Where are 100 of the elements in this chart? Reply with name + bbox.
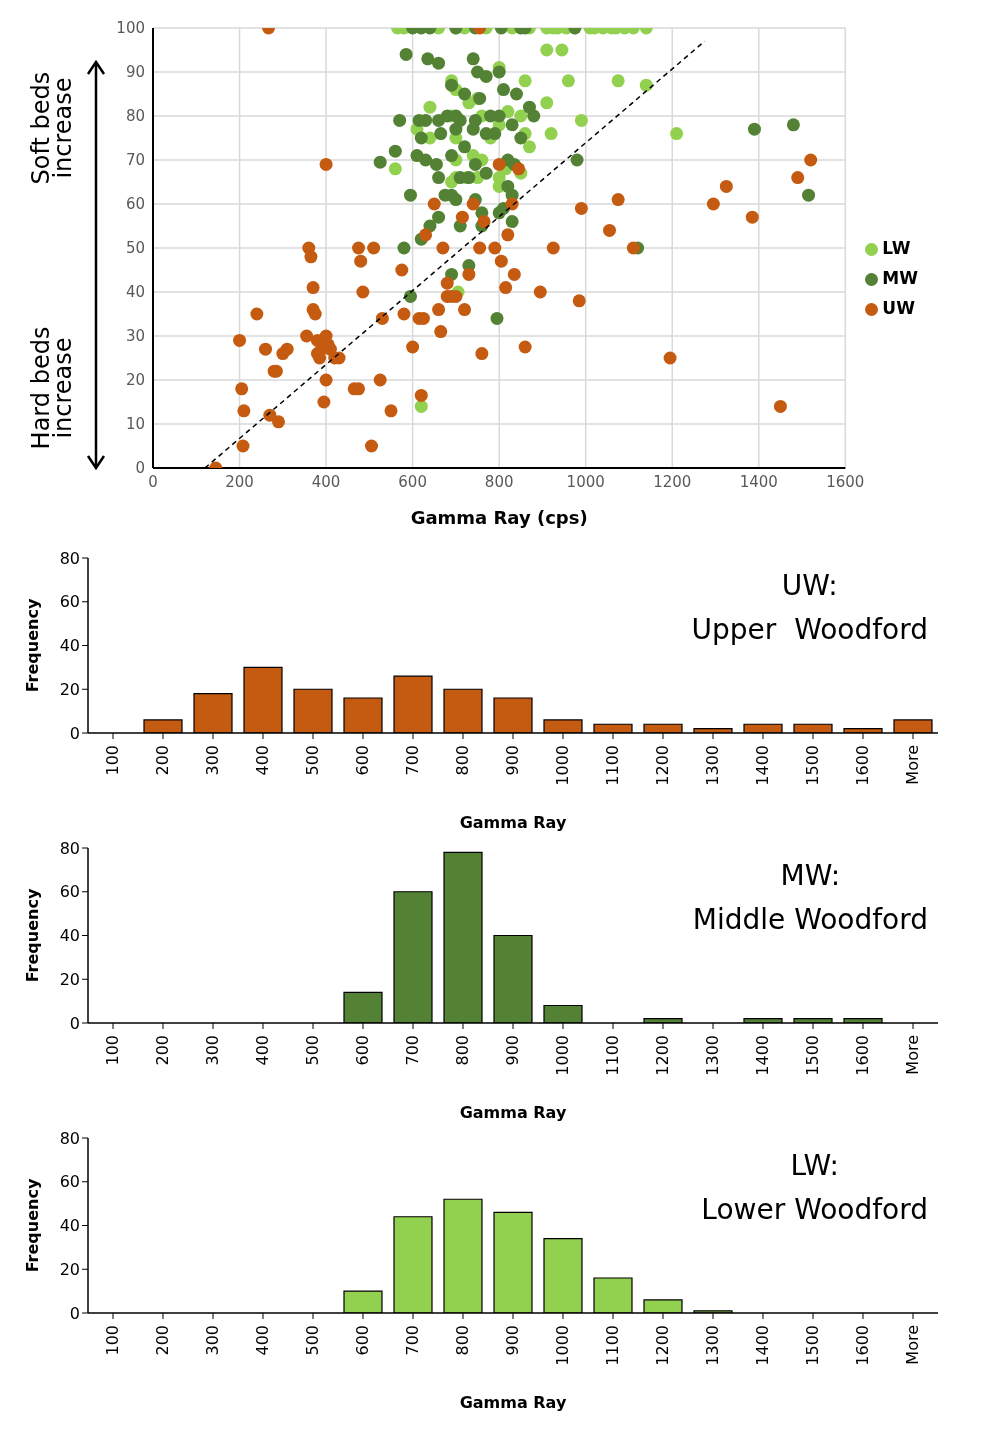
annotation: Upper Woodford — [691, 612, 928, 648]
x-tick-label: 800 — [453, 745, 473, 776]
y-axis-title: Frequency — [22, 888, 42, 983]
x-tick-label: 900 — [503, 1035, 523, 1066]
y-tick-label: 0 — [69, 723, 80, 743]
annotation: UW: — [780, 568, 839, 604]
x-tick-label: 500 — [303, 745, 323, 776]
y-tick-label: 0 — [69, 1303, 80, 1323]
x-tick-label: 600 — [398, 472, 427, 491]
x-tick-label: 100 — [103, 745, 123, 776]
x-tick-label: 1100 — [603, 1035, 623, 1076]
x-tick-label: 500 — [303, 1325, 323, 1356]
x-tick-label: 0 — [148, 472, 158, 491]
legend-label: UW — [882, 298, 915, 318]
x-tick-label: 1400 — [739, 472, 778, 491]
x-tick-label: 1600 — [853, 745, 873, 786]
x-tick-label: 1300 — [703, 1035, 723, 1076]
y-tick-label: 60 — [59, 882, 80, 902]
x-tick-label: More — [903, 1035, 923, 1075]
annotation: Lower Woodford — [701, 1192, 928, 1228]
x-tick-label: 200 — [153, 745, 173, 776]
x-tick-label: 200 — [225, 472, 254, 491]
y-tick-label: 20 — [125, 371, 145, 390]
x-tick-label: 800 — [453, 1325, 473, 1356]
x-tick-label: 700 — [403, 745, 423, 776]
x-tick-label: 1300 — [703, 1325, 723, 1366]
x-tick-label: 800 — [453, 1035, 473, 1066]
x-tick-label: 400 — [311, 472, 341, 491]
x-tick-label: 100 — [103, 1035, 123, 1066]
x-tick-label: 1000 — [553, 1035, 573, 1076]
y-tick-label: 0 — [135, 459, 145, 478]
x-tick-label: 1000 — [566, 472, 605, 491]
x-tick-label: 1600 — [826, 472, 865, 491]
x-tick-label: 300 — [203, 745, 223, 776]
x-tick-label: 100 — [103, 1325, 123, 1356]
x-tick-label: 1400 — [753, 1035, 773, 1076]
x-tick-label: 1500 — [803, 745, 823, 786]
x-tick-label: 400 — [253, 1325, 273, 1356]
y-tick-label: 40 — [59, 926, 80, 946]
x-tick-label: 300 — [203, 1325, 223, 1356]
y-tick-label: 10 — [125, 415, 145, 434]
y-tick-label: 80 — [125, 107, 145, 126]
x-axis-title: Gamma Ray — [459, 813, 567, 832]
legend-label: MW — [882, 268, 918, 288]
x-tick-label: 1200 — [653, 745, 673, 786]
y-tick-label: 30 — [125, 327, 145, 346]
x-tick-label: 400 — [253, 1035, 273, 1066]
y-tick-label: 0 — [69, 1013, 80, 1033]
y-tick-label: 20 — [59, 969, 80, 989]
y-tick-label: 80 — [59, 1128, 80, 1148]
x-tick-label: 900 — [503, 1325, 523, 1356]
x-tick-label: 300 — [203, 1035, 223, 1066]
x-tick-label: 900 — [503, 745, 523, 776]
x-tick-label: More — [903, 745, 923, 785]
x-tick-label: More — [903, 1325, 923, 1365]
y-tick-label: 90 — [125, 63, 145, 82]
x-axis-title: Gamma Ray — [459, 1393, 567, 1412]
y-tick-label: 70 — [125, 151, 145, 170]
y-tick-label: 50 — [125, 239, 145, 258]
x-axis-title: Gamma Ray — [459, 1103, 567, 1122]
x-tick-label: 700 — [403, 1325, 423, 1356]
y-tick-label: 80 — [59, 838, 80, 858]
x-tick-label: 1200 — [653, 1325, 673, 1366]
x-tick-label: 600 — [353, 1325, 373, 1356]
x-tick-label: 700 — [403, 1035, 423, 1066]
y-tick-label: 60 — [59, 592, 80, 612]
x-tick-label: 1000 — [553, 745, 573, 786]
x-tick-label: 1500 — [803, 1035, 823, 1076]
x-tick-label: 1500 — [803, 1325, 823, 1366]
text: Soft beds increase — [27, 70, 78, 187]
x-tick-label: 1200 — [653, 472, 692, 491]
x-tick-label: 1600 — [853, 1325, 873, 1366]
x-tick-label: 200 — [153, 1325, 173, 1356]
x-tick-label: 1300 — [703, 745, 723, 786]
y-tick-label: 20 — [59, 1259, 80, 1279]
x-tick-label: 800 — [484, 472, 514, 491]
x-tick-label: 1100 — [603, 745, 623, 786]
x-axis-title: Gamma Ray (cps) — [410, 507, 588, 528]
x-tick-label: 1000 — [553, 1325, 573, 1366]
y-tick-label: 40 — [59, 636, 80, 656]
x-tick-label: 500 — [303, 1035, 323, 1066]
y-axis-title: Frequency — [22, 598, 42, 693]
x-tick-label: 1600 — [853, 1035, 873, 1076]
y-tick-label: 40 — [59, 1216, 80, 1236]
x-tick-label: 1400 — [753, 1325, 773, 1366]
x-tick-label: 600 — [353, 745, 373, 776]
x-tick-label: 1100 — [603, 1325, 623, 1366]
y-tick-label: 40 — [125, 283, 145, 302]
y-tick-label: 60 — [125, 195, 145, 214]
y-tick-label: 80 — [59, 548, 80, 568]
x-tick-label: 1200 — [653, 1035, 673, 1076]
x-tick-label: 1400 — [753, 745, 773, 786]
y-tick-label: 20 — [59, 679, 80, 699]
annotation: Middle Woodford — [692, 902, 928, 938]
y-axis-title: Frequency — [22, 1178, 42, 1273]
x-tick-label: 200 — [153, 1035, 173, 1066]
y-tick-label: 60 — [59, 1172, 80, 1192]
annotation: LW: — [789, 1148, 840, 1184]
y-tick-label: 100 — [116, 19, 145, 38]
x-tick-label: 400 — [253, 745, 273, 776]
